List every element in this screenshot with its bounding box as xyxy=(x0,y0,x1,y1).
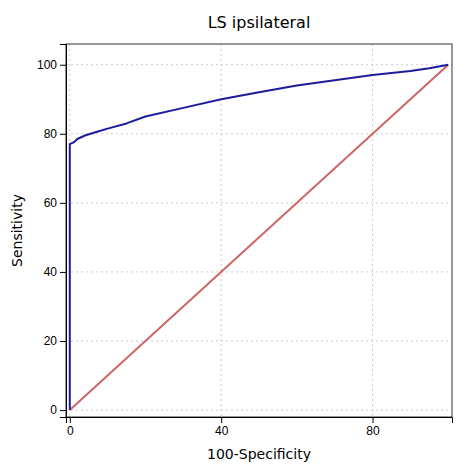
grid-line-y xyxy=(66,64,452,65)
x-tick-label: 40 xyxy=(215,424,229,438)
y-tick-mark xyxy=(60,65,66,66)
grid-line-x xyxy=(372,44,373,417)
x-axis: 0 40 80 xyxy=(67,417,453,438)
plot: 0 40 80 0 20 40 60 80 100 xyxy=(37,44,453,438)
x-tick-label: 80 xyxy=(366,424,380,438)
x-tick-mark xyxy=(70,417,71,423)
y-axis-title: Sensitivity xyxy=(9,194,25,267)
y-tick-label: 20 xyxy=(44,334,58,348)
x-tick-mark xyxy=(221,417,222,423)
y-tick-mark xyxy=(60,410,66,411)
y-tick-label: 100 xyxy=(37,58,57,72)
y-tick: 60 xyxy=(44,196,66,210)
y-tick: 80 xyxy=(44,127,66,141)
grid-line-y xyxy=(66,133,452,134)
y-tick-label: 40 xyxy=(44,265,58,279)
x-tick: 80 xyxy=(366,417,380,438)
x-tick-mark xyxy=(373,417,374,423)
y-tick: 0 xyxy=(50,403,66,417)
grid-line-y xyxy=(66,341,452,342)
series-line xyxy=(70,65,448,410)
grid-line-y xyxy=(66,410,452,411)
y-tick-label: 0 xyxy=(50,403,57,417)
plot-frame xyxy=(66,44,452,417)
x-tick-label: 0 xyxy=(67,424,74,438)
y-axis: 0 20 40 60 80 100 xyxy=(37,45,67,418)
x-tick: 0 xyxy=(67,417,74,438)
grid-line-y xyxy=(66,271,452,272)
grid xyxy=(66,44,452,417)
y-tick-mark xyxy=(60,341,66,342)
y-tick-label: 80 xyxy=(44,127,58,141)
marks xyxy=(70,65,448,410)
y-tick: 100 xyxy=(37,58,66,72)
y-axis-line xyxy=(60,45,67,418)
y-tick-label: 60 xyxy=(44,196,58,210)
series-line xyxy=(70,65,448,410)
chart: 0 40 80 0 20 40 60 80 100 LS ipsilateral 100-Speci… xyxy=(0,0,474,475)
y-tick-mark xyxy=(60,203,66,204)
y-tick: 40 xyxy=(44,265,66,279)
x-axis-title: 100-Specificity xyxy=(207,446,311,462)
y-tick-mark xyxy=(60,134,66,135)
x-tick: 40 xyxy=(215,417,229,438)
grid-line-y xyxy=(66,202,452,203)
title: LS ipsilateral xyxy=(208,13,311,32)
y-tick-mark xyxy=(60,272,66,273)
y-tick: 20 xyxy=(44,334,66,348)
x-axis-line xyxy=(67,418,453,424)
